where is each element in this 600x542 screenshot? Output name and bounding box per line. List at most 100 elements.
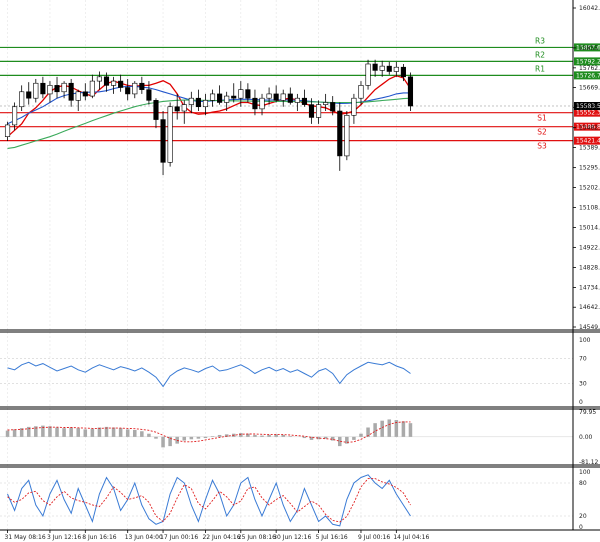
price-tick-label: 15855.4 — [579, 45, 600, 52]
price-tick-label: 14828.0 — [579, 264, 600, 271]
level-price-label: 15726.7 — [576, 72, 600, 79]
candle-body — [273, 93, 279, 101]
time-tick-label: 13 Jun 04:00 — [125, 534, 163, 541]
moving-average-line-3 — [7, 97, 411, 149]
level-name-s1: S1 — [537, 114, 547, 123]
candle-body — [266, 93, 272, 99]
candle-body — [118, 80, 124, 88]
price-tick-label: 16042.0 — [579, 5, 600, 12]
candle-body — [358, 85, 364, 99]
support-resistance-layer: R3 15857.6 R2 15792.2 R1 15726.7 S1 15552.3 S2 15… — [0, 36, 600, 151]
price-tick-label: 14549.5 — [579, 324, 600, 331]
time-tick-label: 22 Jun 04:16 — [202, 534, 240, 541]
candle-body — [195, 97, 201, 108]
stoch-tick-label: 0 — [579, 524, 583, 531]
candle-body — [111, 80, 117, 86]
candle-body — [47, 85, 53, 95]
time-tick-label: 17 Jun 00:16 — [160, 534, 198, 541]
rsi-panel: 100 70 30 0 — [0, 337, 591, 406]
candle-body — [82, 91, 88, 97]
rsi-tick-label: 30 — [579, 380, 587, 387]
candle-body — [75, 91, 81, 101]
macd-signal-line — [7, 421, 411, 443]
candle-body — [68, 82, 74, 101]
candle-body — [323, 102, 329, 105]
stoch-tick-label: 80 — [579, 480, 587, 487]
candle-body — [209, 93, 216, 101]
price-tick-label: 15482.0 — [579, 125, 600, 132]
candle-body — [294, 97, 300, 103]
candle-body — [252, 97, 258, 110]
level-name-r3: R3 — [535, 36, 545, 45]
candle-body — [160, 119, 166, 163]
level-name-r2: R2 — [535, 50, 545, 59]
candle-body — [372, 63, 378, 71]
candle-body — [12, 106, 18, 126]
level-price-label: 15552.3 — [576, 110, 600, 117]
time-tick-label: 9 Jul 00:16 — [358, 534, 390, 541]
candle-body — [40, 82, 46, 95]
candle-body — [4, 124, 11, 137]
candle-body — [316, 104, 322, 118]
candle-body — [224, 95, 230, 103]
candle-body — [61, 82, 67, 93]
macd-panel: 79.95 0.00 -81.12 — [0, 409, 599, 466]
level-price-tag — [574, 43, 600, 52]
candle-body — [280, 93, 286, 101]
candle-body — [26, 91, 32, 99]
candle-body — [19, 91, 25, 108]
rsi-line — [7, 361, 411, 388]
candle-body — [125, 87, 131, 95]
macd-tick-label: 79.95 — [579, 409, 596, 416]
candle-body — [132, 82, 138, 95]
price-tick-label: 15389.5 — [579, 144, 600, 151]
candle-body — [400, 66, 406, 78]
macd-tick-label: 0.00 — [579, 434, 593, 441]
candles-layer — [4, 59, 414, 176]
time-tick-label: 25 Jun 08:16 — [238, 534, 276, 541]
last-price-label: 15583.5 — [576, 103, 600, 110]
level-price-tag — [574, 57, 600, 66]
candle-body — [337, 110, 343, 157]
moving-average-line-1 — [7, 75, 412, 138]
price-tick-label: 15762.0 — [579, 65, 600, 72]
time-tick-label: 8 Jun 16:16 — [82, 534, 116, 541]
level-price-tag — [574, 122, 600, 131]
candle-body — [96, 76, 102, 82]
moving-average-layer — [7, 75, 412, 149]
stochastic-panel: 100 80 20 0 — [0, 469, 591, 531]
level-price-tag — [574, 136, 600, 145]
candle-body — [33, 82, 39, 99]
time-tick-label: 14 Jul 04:16 — [393, 534, 429, 541]
candle-body — [245, 89, 251, 99]
candle-body — [301, 97, 307, 105]
stoch-tick-label: 20 — [579, 513, 587, 520]
stoch-tick-label: 100 — [579, 469, 591, 476]
candle-body — [393, 66, 399, 72]
price-tick-label: 14922.0 — [579, 244, 600, 251]
candle-body — [330, 102, 336, 112]
candle-body — [259, 97, 265, 110]
level-price-tag — [574, 108, 600, 117]
candle-body — [89, 80, 95, 97]
level-price-label: 15421.4 — [576, 138, 600, 145]
price-tick-label: 15295.1 — [579, 165, 600, 172]
candle-body — [153, 100, 159, 120]
candle-body — [181, 104, 187, 112]
level-price-label: 15486.8 — [576, 124, 600, 131]
candle-body — [167, 106, 173, 163]
macd-tick-label: -81.12 — [579, 459, 599, 466]
candle-body — [379, 65, 385, 71]
candle-body — [287, 93, 293, 103]
rsi-tick-label: 70 — [579, 356, 587, 363]
level-name-s2: S2 — [537, 128, 547, 137]
price-tick-label: 15202.0 — [579, 185, 600, 192]
candle-body — [146, 89, 152, 101]
rsi-tick-label: 100 — [579, 337, 591, 344]
level-price-tag — [574, 71, 600, 80]
candle-body — [188, 97, 194, 105]
